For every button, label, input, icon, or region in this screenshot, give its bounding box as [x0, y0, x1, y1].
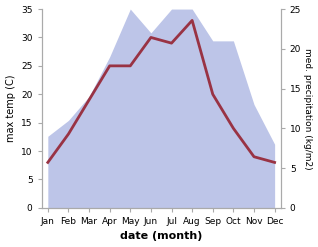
X-axis label: date (month): date (month) — [120, 231, 203, 242]
Y-axis label: max temp (C): max temp (C) — [5, 75, 16, 142]
Y-axis label: med. precipitation (kg/m2): med. precipitation (kg/m2) — [303, 48, 313, 169]
